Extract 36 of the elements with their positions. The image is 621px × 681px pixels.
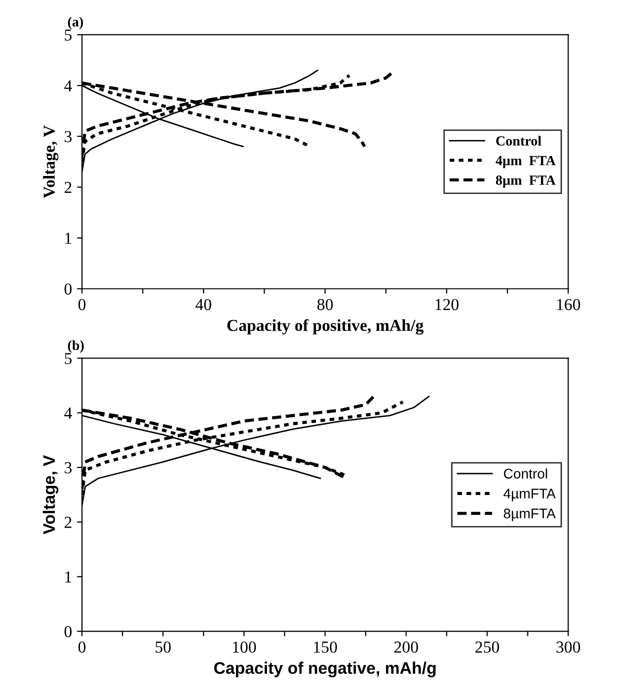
x-tick-label: 120 [436, 298, 459, 310]
y-tick-label: 0 [64, 626, 72, 638]
y-tick-label: 5 [64, 30, 72, 41]
y-tick-label: 0 [64, 283, 72, 295]
x-tick-label: 80 [317, 298, 333, 310]
legend-label: 8µm FTA [496, 176, 556, 188]
y-axis-title: Voltage, V [42, 455, 58, 534]
y-tick-label: 2 [64, 182, 72, 193]
y-tick-label: 3 [64, 462, 72, 474]
x-tick-label: 200 [394, 641, 418, 653]
chart-title: (b) [68, 340, 84, 353]
x-tick-label: 100 [233, 641, 256, 653]
legend-label: 4µm FTA [496, 156, 556, 168]
x-tick-label: 0 [78, 298, 86, 310]
x-tick-label: 160 [557, 298, 580, 310]
legend-label: Control [496, 136, 542, 146]
legend-label: 4µmFTA [504, 488, 556, 502]
x-tick-label: 150 [314, 641, 337, 653]
x-tick-label: 0 [78, 641, 86, 653]
x-axis-title: Capacity of positive, mAh/g [227, 319, 424, 335]
y-tick-label: 4 [64, 408, 72, 419]
x-tick-label: 250 [475, 641, 500, 653]
y-tick-label: 3 [64, 131, 72, 142]
y-axis-title: Voltage, V [43, 125, 58, 198]
x-tick-label: 50 [156, 641, 171, 653]
y-tick-label: 1 [65, 571, 72, 582]
y-tick-label: 4 [64, 80, 72, 92]
y-tick-label: 2 [64, 516, 72, 528]
x-axis-title: Capacity of negative, mAh/g [214, 662, 436, 678]
legend-label: 8µmFTA [504, 508, 556, 522]
legend-label: Control [504, 468, 548, 479]
x-tick-label: 300 [556, 641, 580, 653]
x-tick-label: 40 [196, 298, 212, 310]
y-tick-label: 1 [65, 232, 72, 244]
y-tick-label: 5 [64, 353, 72, 364]
chart-title: (a) [68, 16, 83, 30]
